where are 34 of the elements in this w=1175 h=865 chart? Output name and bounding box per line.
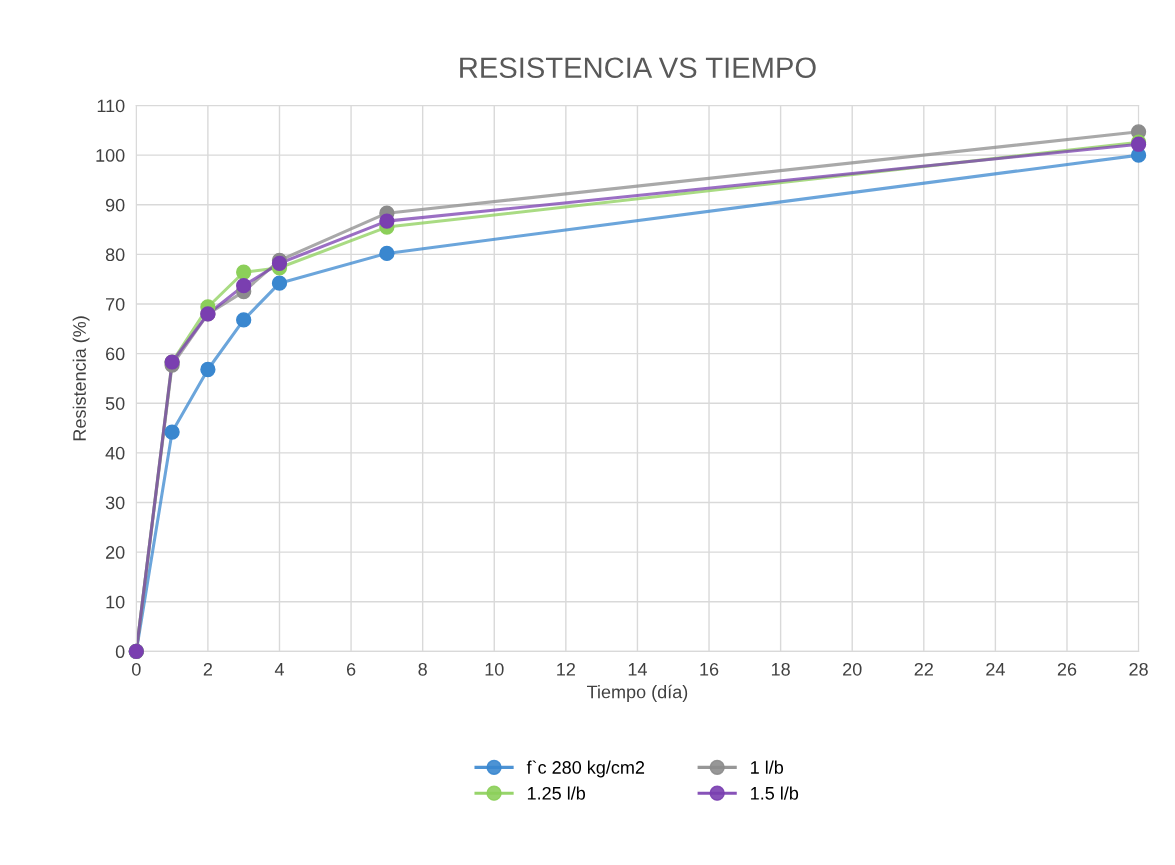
x-tick-label: 0 xyxy=(131,662,141,676)
x-tick-label: 8 xyxy=(418,662,427,676)
x-tick-label: 16 xyxy=(700,662,719,676)
y-tick-label: 70 xyxy=(106,297,125,311)
y-tick-label: 20 xyxy=(106,546,125,559)
y-tick-label: 40 xyxy=(105,446,125,460)
y-tick-label: 0 xyxy=(115,645,125,659)
x-tick-label: 22 xyxy=(914,662,933,676)
y-tick-label: 60 xyxy=(106,347,125,361)
legend-label: 1.5 l/b xyxy=(751,786,799,800)
x-tick-label: 6 xyxy=(346,662,356,676)
x-tick-label: 28 xyxy=(1129,662,1148,676)
y-tick-label: 90 xyxy=(105,198,125,212)
y-tick-label: 30 xyxy=(105,496,125,510)
x-tick-label: 12 xyxy=(557,662,575,676)
y-tick-label: 10 xyxy=(106,595,125,609)
legend-label: 1 l/b xyxy=(751,760,784,774)
y-tick-label: 100 xyxy=(96,149,125,162)
x-tick-label: 2 xyxy=(203,662,213,676)
x-tick-label: 14 xyxy=(628,663,647,676)
x-tick-label: 18 xyxy=(771,662,790,676)
x-tick-label: 4 xyxy=(274,663,284,676)
y-axis-title: Resistencia (%) xyxy=(72,316,90,441)
x-tick-label: 24 xyxy=(986,662,1005,676)
x-tick-label: 10 xyxy=(485,662,504,676)
legend-label: 1.25 l/b xyxy=(527,786,586,800)
x-tick-label: 26 xyxy=(1057,662,1077,676)
x-axis-title: Tiempo (día) xyxy=(587,684,688,702)
chart-title: RESISTENCIA VS TIEMPO xyxy=(460,57,816,79)
x-tick-label: 20 xyxy=(843,662,862,676)
y-tick-label: 80 xyxy=(105,248,125,262)
y-tick-label: 110 xyxy=(97,99,125,113)
legend-label: f`c 280 kg/cm2 xyxy=(526,760,645,778)
y-tick-label: 50 xyxy=(105,397,125,410)
